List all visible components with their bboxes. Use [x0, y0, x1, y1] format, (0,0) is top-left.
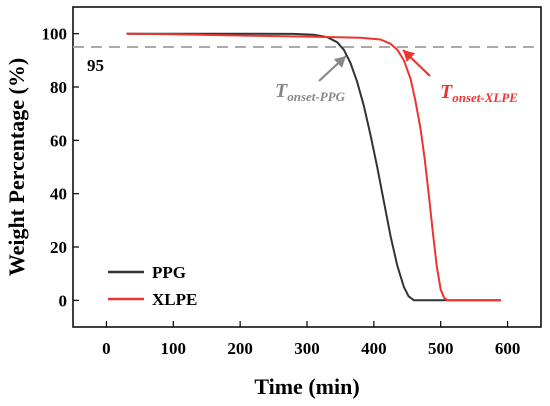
annotation-arrowhead-1 — [403, 50, 416, 62]
legend-label-ppg: PPG — [152, 263, 186, 282]
y-tick-label-3: 60 — [50, 131, 67, 150]
y-tick-label-0: 0 — [59, 291, 68, 310]
reference-line-label: 95 — [87, 56, 104, 75]
series-group — [126, 32, 501, 302]
x-axis-title: Time (min) — [254, 374, 359, 399]
legend: PPG XLPE — [108, 263, 197, 309]
x-tick-label-1: 100 — [161, 339, 187, 358]
y-tick-label-1: 20 — [50, 238, 67, 257]
series-line-ppg — [126, 32, 501, 302]
x-tick-label-2: 200 — [227, 339, 253, 358]
annotation-arrowhead-0 — [333, 56, 346, 68]
series-line-xlpe — [126, 32, 501, 302]
annotation-label-1: Tonset-XLPE — [440, 81, 518, 105]
plot-frame — [72, 6, 542, 328]
annotation-group: Tonset-PPG Tonset-XLPE — [275, 49, 518, 105]
x-tick-label-3: 300 — [294, 339, 320, 358]
x-tick-label-4: 400 — [361, 339, 387, 358]
y-axis-title: Weight Percentage (%) — [4, 58, 29, 276]
y-tick-label-5: 100 — [42, 25, 68, 44]
y-tick-label-2: 40 — [50, 185, 67, 204]
annotation-label-0: Tonset-PPG — [275, 80, 346, 104]
reference-line-group: 95 — [73, 46, 541, 75]
x-tick-label-0: 0 — [102, 339, 111, 358]
x-tick-label-6: 600 — [495, 339, 521, 358]
x-tick-label-5: 500 — [428, 339, 454, 358]
y-tick-label-4: 80 — [50, 78, 67, 97]
tick-group: 0 100 200 300 400 500 600 0 20 40 60 80 100 — [42, 25, 521, 358]
legend-label-xlpe: XLPE — [152, 290, 197, 309]
